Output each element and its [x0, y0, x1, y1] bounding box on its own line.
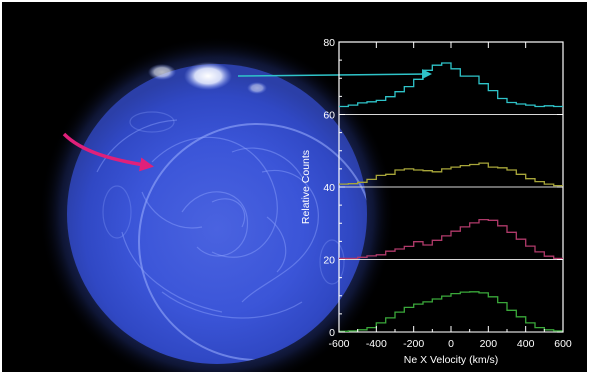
series-line-3	[339, 291, 563, 332]
x-tick-label-6: 600	[554, 338, 572, 350]
y-tick-label-2: 40	[323, 182, 335, 194]
series-line-1	[339, 162, 563, 187]
y-tick-label-3: 60	[323, 110, 335, 122]
x-tick-label-3: 0	[448, 338, 454, 350]
x-tick-label-2: -200	[403, 338, 424, 350]
x-axis-label: Ne X Velocity (km/s)	[404, 354, 499, 366]
sun-disk	[67, 64, 367, 364]
x-tick-label-1: -400	[366, 338, 387, 350]
bright-region-small	[148, 64, 176, 80]
x-tick-label-0: -600	[328, 338, 349, 350]
series-line-0	[339, 62, 563, 108]
figure-frame: -600 -400 -200 0 200 400 600 0 20 40 60 80 Ne X Ve…	[2, 2, 587, 372]
y-axis-label: Relative Counts	[300, 150, 312, 224]
bright-active-region	[184, 62, 232, 90]
pointer-arrow	[237, 69, 432, 80]
series-line-2	[339, 218, 563, 260]
x-tick-label-4: 200	[480, 338, 498, 350]
rotation-arrow	[62, 132, 154, 172]
y-tick-label-4: 80	[323, 37, 335, 49]
velocity-histogram-chart: -600 -400 -200 0 200 400 600 0 20 40 60 80 Ne X Ve…	[300, 37, 572, 366]
y-tick-label-0: 0	[329, 327, 335, 339]
sun-illustration	[39, 36, 395, 372]
y-tick-label-1: 20	[323, 255, 335, 267]
figure-canvas: -600 -400 -200 0 200 400 600 0 20 40 60 80 Ne X Ve…	[39, 36, 572, 372]
x-tick-label-5: 400	[517, 338, 535, 350]
bright-region-faint	[247, 82, 267, 94]
